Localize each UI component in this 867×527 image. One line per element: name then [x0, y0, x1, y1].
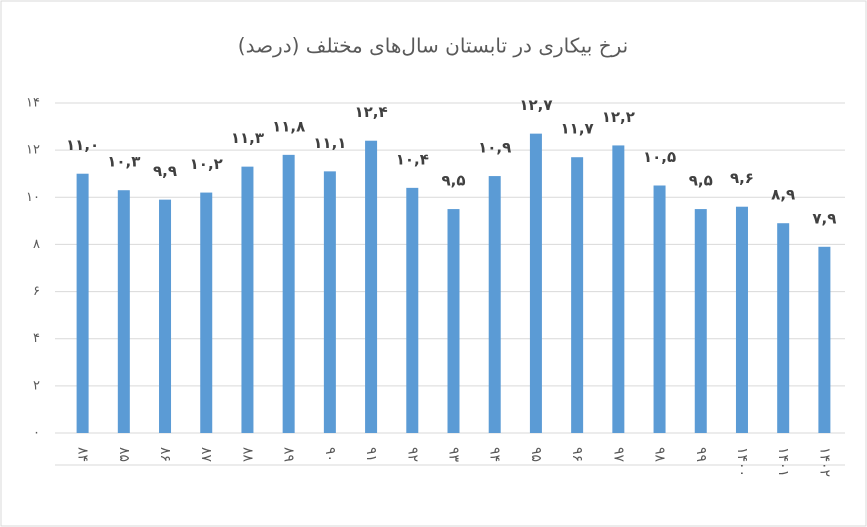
x-tick-label: ۸۴: [75, 447, 91, 462]
x-tick-label: ۸۸: [239, 447, 255, 463]
x-tick-label: ۹۲: [404, 447, 420, 462]
data-label: ۷,۹: [812, 209, 836, 227]
y-tick-label: ۴: [33, 331, 40, 346]
x-tick-label: ۹۴: [487, 447, 503, 462]
bar: [406, 187, 419, 433]
data-label: ۱۰,۹: [478, 139, 511, 157]
data-label: ۱۰,۵: [643, 148, 676, 166]
bar: [323, 171, 336, 433]
x-tick-label: ۹۳: [446, 447, 462, 463]
data-label: ۱۱,۷: [561, 120, 594, 138]
bar: [76, 173, 89, 433]
x-tick-label: ۹۶: [569, 447, 585, 462]
y-tick-label: ۶: [33, 284, 40, 299]
x-tick-label: ۱۴۰۰: [734, 447, 750, 477]
x-tick-label: ۸۹: [281, 447, 297, 462]
bar: [241, 166, 254, 433]
x-tick-label: ۸۶: [157, 447, 173, 462]
data-label: ۹,۹: [153, 162, 177, 180]
data-label: ۱۲,۴: [354, 103, 387, 121]
x-tick-label: ۹۹: [693, 447, 709, 462]
bar: [818, 246, 831, 433]
bar: [200, 192, 213, 433]
bar: [488, 176, 501, 434]
x-tick-label: ۱۴۰۱: [775, 447, 791, 477]
x-tick-label: ۹۷: [610, 447, 626, 463]
data-label: ۹,۶: [730, 169, 754, 187]
data-label: ۱۲,۷: [519, 96, 552, 114]
data-label: ۹,۵: [689, 172, 713, 190]
data-label: ۱۱,۰: [66, 136, 99, 154]
data-label: ۱۰,۲: [190, 155, 223, 173]
data-label: ۱۰,۳: [107, 153, 140, 171]
bar: [777, 223, 790, 433]
bar: [735, 206, 748, 433]
x-tick-label: ۸۵: [116, 447, 132, 462]
bar: [117, 190, 130, 433]
data-label: ۹,۵: [441, 172, 465, 190]
x-tick-label: ۱۴۰۲: [816, 447, 832, 477]
bar: [612, 145, 625, 433]
y-tick-label: ۱۲: [26, 143, 40, 158]
x-tick-label: ۹۰: [322, 447, 338, 462]
x-tick-label: ۸۷: [198, 447, 214, 463]
data-label: ۸,۹: [771, 186, 795, 204]
bar: [653, 185, 666, 433]
x-tick-label: ۹۸: [652, 447, 668, 463]
data-label: ۱۱,۳: [231, 129, 264, 147]
bar: [447, 209, 460, 433]
x-tick-label: ۹۵: [528, 447, 544, 462]
y-tick-label: ۰: [33, 426, 40, 441]
bar: [529, 133, 542, 433]
y-tick-label: ۸: [33, 237, 40, 252]
bar: [159, 199, 172, 433]
bar: [282, 154, 295, 433]
data-label: ۱۲,۲: [602, 108, 635, 126]
data-label: ۱۱,۱: [313, 134, 346, 152]
chart-title: نرخ بیکاری در تابستان سال‌های مختلف (درص…: [238, 34, 628, 58]
data-label: ۱۱,۸: [272, 117, 305, 135]
y-tick-label: ۱۴: [26, 96, 40, 111]
bar: [694, 209, 707, 433]
y-tick-label: ۲: [33, 378, 40, 393]
data-label: ۱۰,۴: [396, 150, 429, 168]
bar: [365, 140, 378, 433]
x-tick-label: ۹۱: [363, 447, 379, 462]
y-tick-label: ۱۰: [26, 190, 40, 205]
bar: [571, 157, 584, 433]
